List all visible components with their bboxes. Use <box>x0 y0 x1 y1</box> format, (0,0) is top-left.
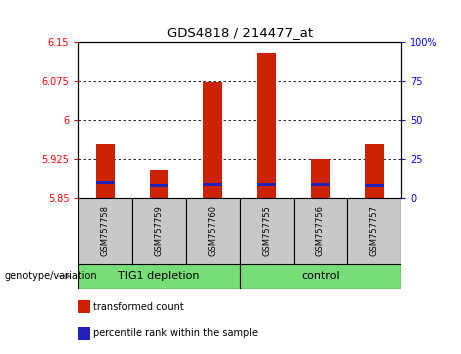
Text: GSM757757: GSM757757 <box>370 205 378 257</box>
Bar <box>347 198 401 264</box>
Bar <box>240 264 401 289</box>
Bar <box>96 144 115 198</box>
Bar <box>240 198 294 264</box>
Bar <box>150 184 168 187</box>
Text: GSM757756: GSM757756 <box>316 205 325 257</box>
Bar <box>96 181 115 184</box>
Bar <box>257 183 276 186</box>
Text: control: control <box>301 271 340 281</box>
Text: percentile rank within the sample: percentile rank within the sample <box>93 328 258 338</box>
Bar <box>311 183 330 186</box>
Bar <box>203 82 222 198</box>
Bar <box>150 170 168 198</box>
Bar <box>132 198 186 264</box>
Text: GSM757758: GSM757758 <box>101 205 110 257</box>
Bar <box>365 144 384 198</box>
Text: GSM757759: GSM757759 <box>154 206 164 256</box>
Text: TIG1 depletion: TIG1 depletion <box>118 271 200 281</box>
Bar <box>78 300 90 313</box>
Text: GSM757760: GSM757760 <box>208 205 217 257</box>
Text: genotype/variation: genotype/variation <box>5 271 97 281</box>
Bar <box>78 326 90 340</box>
Bar <box>203 183 222 186</box>
Title: GDS4818 / 214477_at: GDS4818 / 214477_at <box>167 25 313 39</box>
Text: transformed count: transformed count <box>93 302 183 312</box>
Bar <box>365 184 384 187</box>
Bar <box>78 198 132 264</box>
Bar <box>257 53 276 198</box>
Text: GSM757755: GSM757755 <box>262 206 271 256</box>
Bar <box>311 159 330 198</box>
Bar <box>186 198 240 264</box>
Bar <box>78 264 240 289</box>
Bar <box>294 198 347 264</box>
